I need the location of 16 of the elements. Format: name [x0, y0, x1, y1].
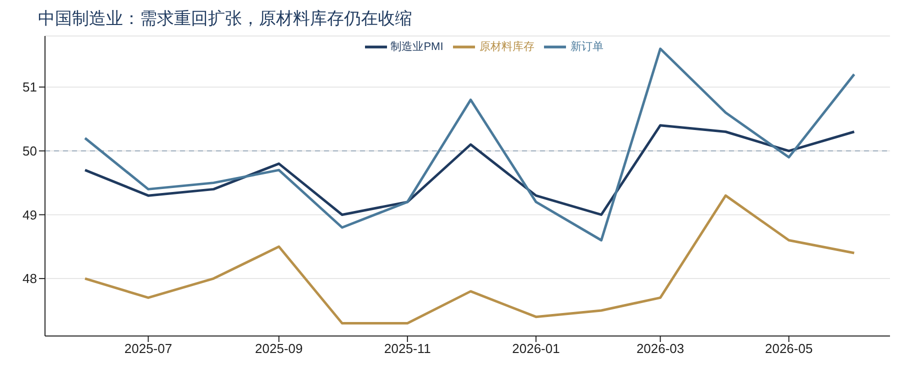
x-tick-label: 2026-01 [512, 341, 560, 356]
x-tick-label: 2026-05 [764, 341, 813, 356]
y-tick-label: 51 [22, 80, 37, 95]
y-tick-label: 49 [22, 207, 37, 222]
x-tick-label: 2025-07 [124, 341, 172, 356]
line-series [84, 124, 856, 216]
y-tick-label: 48 [22, 271, 37, 286]
legend-label: 原材料库存 [479, 40, 534, 53]
legend-label: 新订单 [570, 40, 604, 53]
line-series [84, 194, 856, 324]
x-tick-label: 2025-09 [255, 341, 303, 356]
x-tick-label: 2026-03 [636, 341, 684, 356]
x-tick-label: 2025-11 [384, 341, 431, 356]
chart-title: 中国制造业：需求重回扩张，原材料库存仍在收缩 [37, 8, 413, 30]
y-tick-label: 50 [22, 144, 37, 159]
legend-label: 制造业PMI [390, 40, 444, 53]
